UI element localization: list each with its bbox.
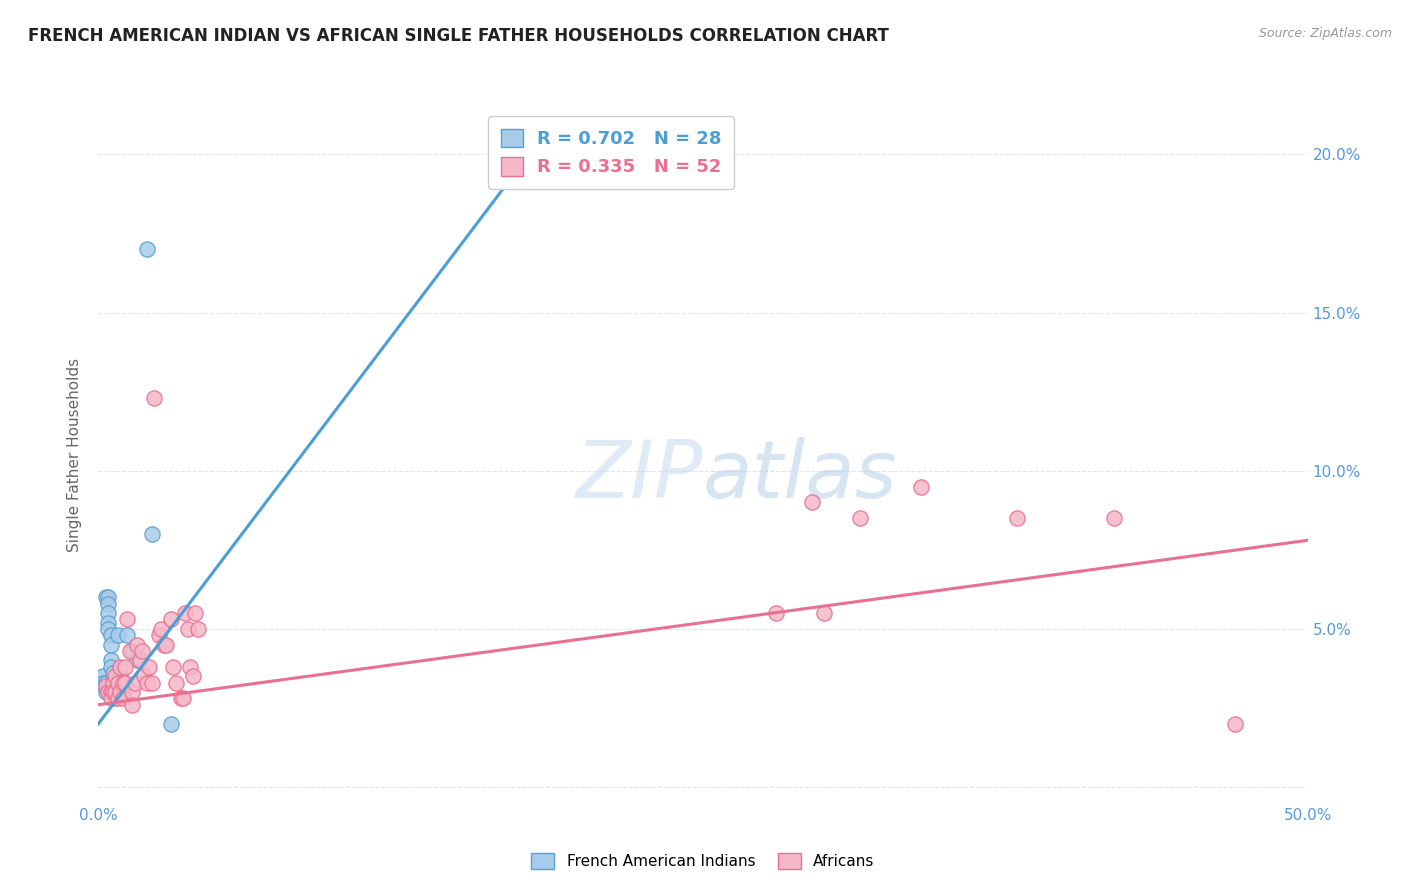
Point	[111, 691, 134, 706]
Point	[162, 660, 184, 674]
Point	[187, 622, 209, 636]
Point	[138, 660, 160, 674]
Point	[1223, 716, 1246, 731]
Point	[177, 622, 200, 636]
Point	[172, 691, 194, 706]
Point	[179, 660, 201, 674]
Point	[1007, 511, 1029, 525]
Point	[104, 691, 127, 706]
Point	[101, 666, 124, 681]
Point	[94, 685, 117, 699]
Point	[100, 628, 122, 642]
Point	[124, 675, 146, 690]
Point	[108, 669, 131, 683]
Point	[118, 644, 141, 658]
Point	[108, 685, 131, 699]
Point	[97, 685, 120, 699]
Point	[135, 243, 157, 257]
Point	[101, 675, 124, 690]
Point	[800, 495, 823, 509]
Point	[813, 606, 835, 620]
Point	[91, 669, 114, 683]
Legend: French American Indians, Africans: French American Indians, Africans	[526, 847, 880, 875]
Point	[135, 675, 157, 690]
Point	[127, 638, 149, 652]
Point	[155, 638, 177, 652]
Point	[94, 675, 117, 690]
Point	[100, 691, 122, 706]
Point	[91, 675, 114, 690]
Point	[100, 660, 122, 674]
Point	[150, 622, 173, 636]
Text: Source: ZipAtlas.com: Source: ZipAtlas.com	[1258, 27, 1392, 40]
Point	[184, 606, 207, 620]
Point	[160, 716, 183, 731]
Point	[107, 628, 129, 642]
Point	[143, 391, 166, 405]
Point	[165, 675, 187, 690]
Point	[94, 591, 117, 605]
Point	[181, 669, 204, 683]
Point	[127, 653, 149, 667]
Point	[111, 685, 134, 699]
Point	[101, 685, 124, 699]
Point	[849, 511, 872, 525]
Y-axis label: Single Father Households: Single Father Households	[67, 358, 83, 552]
Point	[97, 597, 120, 611]
Point	[160, 612, 183, 626]
Point	[141, 527, 163, 541]
Point	[100, 638, 122, 652]
Point	[97, 622, 120, 636]
Point	[765, 606, 787, 620]
Point	[121, 698, 143, 712]
Point	[134, 669, 156, 683]
Point	[114, 660, 136, 674]
Point	[100, 685, 122, 699]
Point	[104, 685, 127, 699]
Point	[117, 628, 139, 642]
Point	[101, 685, 124, 699]
Point	[117, 612, 139, 626]
Point	[97, 615, 120, 630]
Point	[1102, 511, 1125, 525]
Point	[111, 675, 134, 690]
Point	[141, 675, 163, 690]
Point	[107, 675, 129, 690]
Point	[104, 669, 127, 683]
Point	[107, 691, 129, 706]
Text: ZIP: ZIP	[575, 437, 703, 515]
Point	[101, 675, 124, 690]
Point	[169, 691, 191, 706]
Text: FRENCH AMERICAN INDIAN VS AFRICAN SINGLE FATHER HOUSEHOLDS CORRELATION CHART: FRENCH AMERICAN INDIAN VS AFRICAN SINGLE…	[28, 27, 889, 45]
Point	[94, 679, 117, 693]
Point	[97, 591, 120, 605]
Point	[121, 685, 143, 699]
Point	[114, 675, 136, 690]
Text: atlas: atlas	[703, 437, 898, 515]
Point	[100, 653, 122, 667]
Point	[97, 606, 120, 620]
Point	[104, 685, 127, 699]
Point	[108, 660, 131, 674]
Point	[152, 638, 174, 652]
Point	[174, 606, 197, 620]
Point	[128, 653, 150, 667]
Point	[910, 479, 932, 493]
Point	[131, 644, 153, 658]
Point	[148, 628, 170, 642]
Point	[121, 644, 143, 658]
